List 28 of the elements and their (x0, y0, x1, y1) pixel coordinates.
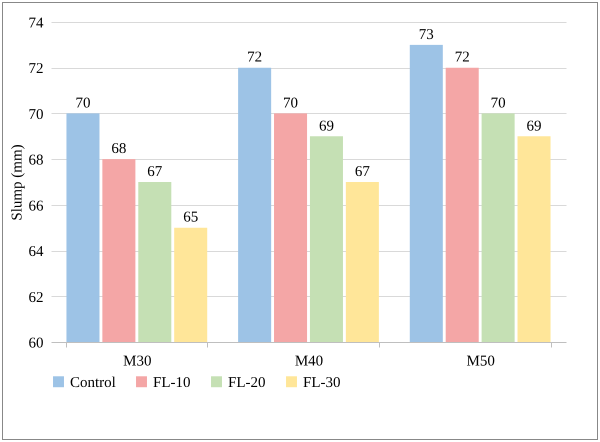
y-tick-label: 66 (28, 198, 44, 214)
legend-label: FL-30 (303, 374, 340, 391)
x-tick-label: M50 (466, 354, 495, 370)
data-label: 72 (454, 50, 470, 66)
data-label: 70 (490, 95, 506, 112)
y-tick-label: 72 (28, 61, 44, 78)
data-label: 69 (318, 118, 334, 134)
y-tick-label: 74 (28, 16, 44, 32)
y-tick-label: 62 (28, 290, 44, 306)
y-tick-label: 60 (28, 336, 44, 352)
y-tick-label: 64 (28, 244, 44, 260)
data-label: 72 (247, 50, 262, 66)
legend-label: Control (70, 374, 116, 391)
data-label: 69 (526, 118, 542, 134)
data-label: 70 (283, 95, 298, 112)
legend-label: FL-10 (153, 374, 190, 391)
y-tick-label: 68 (28, 152, 44, 169)
data-label: 67 (354, 164, 370, 180)
x-tick-label: M30 (123, 354, 152, 370)
data-label: 73 (418, 26, 434, 43)
data-label: 67 (147, 164, 163, 180)
data-label: 68 (111, 141, 126, 158)
legend-label: FL-20 (228, 374, 266, 391)
data-label: 70 (75, 95, 90, 112)
data-label: 65 (183, 210, 198, 226)
y-axis-title: Slump (mm) (10, 144, 26, 221)
y-tick-label: 70 (28, 106, 44, 123)
x-tick-label: M40 (294, 354, 324, 370)
